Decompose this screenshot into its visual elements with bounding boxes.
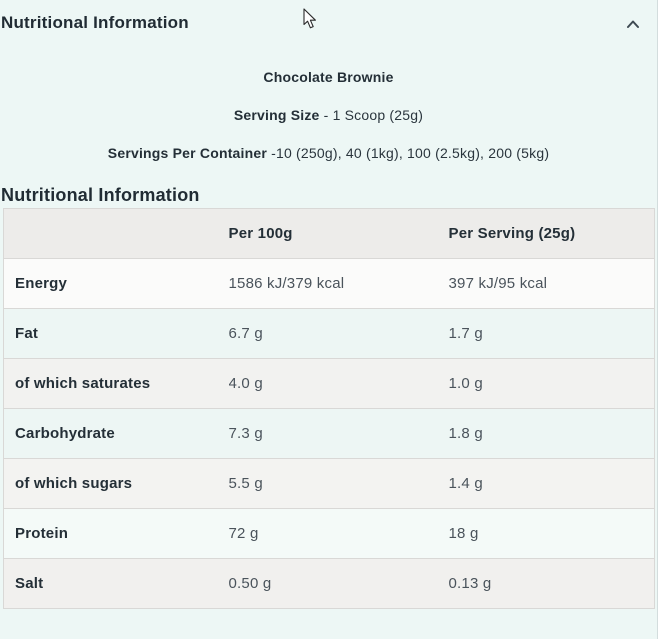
per-serving-cell: 397 kJ/95 kcal: [448, 275, 548, 292]
accordion-header[interactable]: Nutritional Information: [0, 0, 657, 33]
row-label-cell: Carbohydrate: [15, 425, 115, 442]
per-100g-cell: 7.3 g: [228, 425, 263, 442]
per-100g-cell: 5.5 g: [228, 475, 263, 492]
per-serving-cell: 1.4 g: [448, 475, 483, 492]
per-100g-cell: 6.7 g: [228, 325, 263, 342]
row-label-cell: Protein: [15, 525, 69, 542]
per-100g-cell: 4.0 g: [228, 375, 263, 392]
row-label-cell: of which sugars: [15, 475, 133, 492]
table-row: Fat 6.7 g 1.7 g: [3, 308, 655, 359]
row-label-cell: of which saturates: [15, 375, 151, 392]
per-serving-header-cell: Per Serving (25g): [448, 225, 576, 242]
per-serving-cell: 1.0 g: [448, 375, 483, 392]
per-serving-cell: 18 g: [448, 525, 479, 542]
table-row: of which sugars 5.5 g 1.4 g: [3, 458, 655, 509]
per-serving-cell: 0.13 g: [448, 575, 492, 592]
per-serving-cell: 1.7 g: [448, 325, 483, 342]
per-100g-cell: 1586 kJ/379 kcal: [228, 275, 345, 292]
table-header-row: Per 100g Per Serving (25g): [3, 208, 655, 259]
per-100g-header-cell: Per 100g: [228, 225, 293, 242]
table-row: Protein 72 g 18 g: [3, 508, 655, 559]
table-row: Salt 0.50 g 0.13 g: [3, 558, 655, 609]
chevron-up-icon[interactable]: [626, 19, 640, 29]
product-info: Chocolate Brownie Serving Size - 1 Scoop…: [0, 70, 657, 161]
accordion-title: Nutritional Information: [1, 13, 189, 32]
per-100g-cell: 0.50 g: [228, 575, 272, 592]
servings-per-container-label: Servings Per Container: [107, 145, 268, 161]
per-serving-cell: 1.8 g: [448, 425, 483, 442]
row-label-cell: Fat: [15, 325, 39, 342]
serving-size-value: - 1 Scoop (25g): [319, 107, 424, 123]
table-row: Energy 1586 kJ/379 kcal 397 kJ/95 kcal: [3, 258, 655, 309]
table-row: Carbohydrate 7.3 g 1.8 g: [3, 408, 655, 459]
servings-per-container-line: Servings Per Container -10 (250g), 40 (1…: [0, 146, 657, 161]
serving-size-label: Serving Size: [233, 107, 320, 123]
table-row: of which saturates 4.0 g 1.0 g: [3, 358, 655, 409]
row-label-cell: Energy: [15, 275, 68, 292]
section-heading: Nutritional Information: [1, 185, 200, 205]
row-label-cell: Salt: [15, 575, 44, 592]
per-100g-cell: 72 g: [228, 525, 259, 542]
empty-header-cell: [4, 209, 229, 259]
product-name: Chocolate Brownie: [263, 69, 394, 85]
servings-per-container-value: -10 (250g), 40 (1kg), 100 (2.5kg), 200 (…: [267, 145, 550, 161]
nutrition-table: Per 100g Per Serving (25g) Energy 1586 kJ…: [3, 208, 655, 609]
serving-size-line: Serving Size - 1 Scoop (25g): [0, 108, 657, 123]
